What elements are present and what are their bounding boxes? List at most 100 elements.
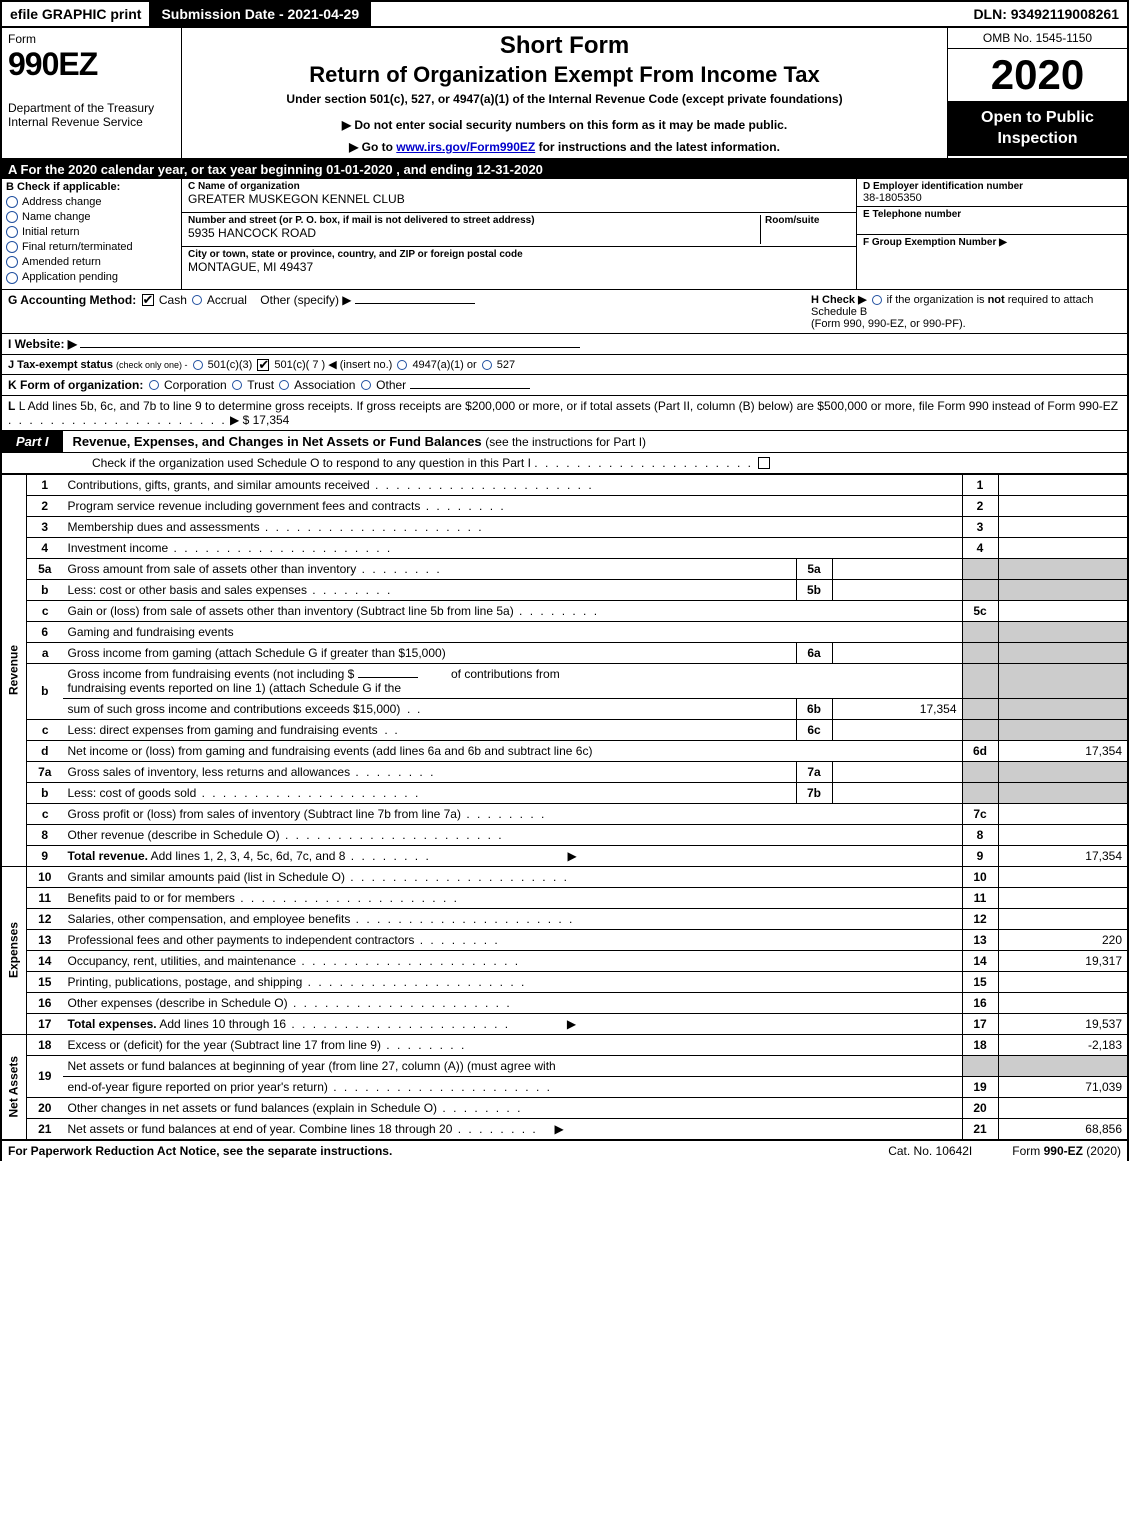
desc-18: Excess or (deficit) for the year (Subtra… xyxy=(63,1034,963,1055)
netassets-label: Net Assets xyxy=(1,1034,27,1140)
val-14: 19,317 xyxy=(998,950,1128,971)
opt-address-change[interactable]: Address change xyxy=(6,196,177,208)
k-label: K Form of organization: xyxy=(8,378,143,392)
ln-2: 2 xyxy=(27,495,63,516)
accrual-label: Accrual xyxy=(207,293,247,307)
num-7a-shaded xyxy=(962,761,998,782)
ln-19: 19 xyxy=(27,1055,63,1097)
website-input[interactable] xyxy=(80,347,580,348)
desc-21: Net assets or fund balances at end of ye… xyxy=(63,1118,963,1140)
desc-6c: Less: direct expenses from gaming and fu… xyxy=(63,719,797,740)
street-address: 5935 HANCOCK ROAD xyxy=(188,226,760,240)
part-1-check: Check if the organization used Schedule … xyxy=(0,453,1129,474)
6b-amount-input[interactable] xyxy=(358,677,418,678)
ln-3: 3 xyxy=(27,516,63,537)
opt-initial-return[interactable]: Initial return xyxy=(6,226,177,238)
city-state-zip: MONTAGUE, MI 49437 xyxy=(188,260,850,274)
ln-13: 13 xyxy=(27,929,63,950)
num-16: 16 xyxy=(962,992,998,1013)
desc-7a: Gross sales of inventory, less returns a… xyxy=(63,761,797,782)
opt-final-return[interactable]: Final return/terminated xyxy=(6,241,177,253)
j-527: 527 xyxy=(497,359,515,371)
opt-amended-return[interactable]: Amended return xyxy=(6,256,177,268)
opt-name-change[interactable]: Name change xyxy=(6,211,177,223)
short-form-title: Short Form xyxy=(190,32,939,60)
val-16 xyxy=(998,992,1128,1013)
cash-label: Cash xyxy=(159,293,187,307)
radio-other[interactable] xyxy=(361,380,371,390)
org-name-label: C Name of organization xyxy=(188,181,850,192)
other-specify-input[interactable] xyxy=(355,303,475,304)
val-6b-shaded2 xyxy=(998,698,1128,719)
desc-12: Salaries, other compensation, and employ… xyxy=(63,908,963,929)
desc-6b-3: sum of such gross income and contributio… xyxy=(63,698,797,719)
box-c: C Name of organization GREATER MUSKEGON … xyxy=(182,179,857,289)
desc-1: Contributions, gifts, grants, and simila… xyxy=(63,474,963,495)
mini-ln-6b: 6b xyxy=(796,698,832,719)
j-501c: 501(c)( 7 ) ◀ (insert no.) xyxy=(274,359,392,371)
ln-12: 12 xyxy=(27,908,63,929)
goto-post: for instructions and the latest informat… xyxy=(539,140,780,154)
desc-9: Total revenue. Add lines 1, 2, 3, 4, 5c,… xyxy=(63,845,963,866)
radio-501c3[interactable] xyxy=(193,360,203,370)
checkbox-501c[interactable] xyxy=(257,359,269,371)
num-1: 1 xyxy=(962,474,998,495)
ln-11: 11 xyxy=(27,887,63,908)
part-1-table: Revenue 1 Contributions, gifts, grants, … xyxy=(0,474,1129,1141)
num-6d: 6d xyxy=(962,740,998,761)
radio-trust[interactable] xyxy=(232,380,242,390)
mini-val-7a xyxy=(832,761,962,782)
ln-6d: d xyxy=(27,740,63,761)
radio-accrual[interactable] xyxy=(192,295,202,305)
public-inspection: Open to Public Inspection xyxy=(948,102,1127,156)
entity-info: B Check if applicable: Address change Na… xyxy=(0,179,1129,290)
g-label: G Accounting Method: xyxy=(8,293,136,307)
l-dots xyxy=(8,413,227,427)
checkbox-schedule-o[interactable] xyxy=(758,457,770,469)
website-label: I Website: ▶ xyxy=(8,337,77,351)
ln-7c: c xyxy=(27,803,63,824)
num-6c-shaded xyxy=(962,719,998,740)
ln-5b: b xyxy=(27,579,63,600)
radio-527[interactable] xyxy=(482,360,492,370)
desc-11: Benefits paid to or for members xyxy=(63,887,963,908)
val-1 xyxy=(998,474,1128,495)
form-title: Return of Organization Exempt From Incom… xyxy=(190,62,939,88)
efile-label[interactable]: efile GRAPHIC print xyxy=(2,2,149,26)
part-1-tab: Part I xyxy=(2,431,63,452)
val-2 xyxy=(998,495,1128,516)
form-number: 990EZ xyxy=(8,46,175,83)
val-5a-shaded xyxy=(998,558,1128,579)
checkbox-cash[interactable] xyxy=(142,294,154,306)
ln-9: 9 xyxy=(27,845,63,866)
accounting-method: G Accounting Method: Cash Accrual Other … xyxy=(8,293,811,330)
num-5c: 5c xyxy=(962,600,998,621)
num-7c: 7c xyxy=(962,803,998,824)
irs-link[interactable]: www.irs.gov/Form990EZ xyxy=(396,140,535,154)
num-19: 19 xyxy=(962,1076,998,1097)
row-i: I Website: ▶ xyxy=(0,334,1129,355)
val-11 xyxy=(998,887,1128,908)
part-1-header: Part I Revenue, Expenses, and Changes in… xyxy=(0,431,1129,453)
dept-treasury: Department of the Treasury xyxy=(8,101,175,115)
val-8 xyxy=(998,824,1128,845)
ln-20: 20 xyxy=(27,1097,63,1118)
radio-association[interactable] xyxy=(279,380,289,390)
desc-4: Investment income xyxy=(63,537,963,558)
h-label: H Check ▶ xyxy=(811,294,867,306)
desc-19-1: Net assets or fund balances at beginning… xyxy=(63,1055,963,1076)
val-9: 17,354 xyxy=(998,845,1128,866)
omb-number: OMB No. 1545-1150 xyxy=(948,28,1127,49)
radio-corporation[interactable] xyxy=(149,380,159,390)
revenue-label: Revenue xyxy=(1,474,27,866)
part-1-title-text: Revenue, Expenses, and Changes in Net As… xyxy=(73,434,482,449)
opt-application-pending[interactable]: Application pending xyxy=(6,271,177,283)
radio-4947[interactable] xyxy=(397,360,407,370)
ln-15: 15 xyxy=(27,971,63,992)
ln-6: 6 xyxy=(27,621,63,642)
ln-4: 4 xyxy=(27,537,63,558)
telephone-label: E Telephone number xyxy=(863,209,1121,220)
num-14: 14 xyxy=(962,950,998,971)
radio-schedule-b[interactable] xyxy=(872,295,882,305)
k-other-input[interactable] xyxy=(410,388,530,389)
